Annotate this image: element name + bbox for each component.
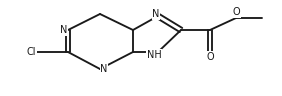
Text: N: N bbox=[60, 25, 68, 35]
Text: O: O bbox=[206, 52, 214, 62]
Text: Cl: Cl bbox=[26, 47, 36, 57]
Text: NH: NH bbox=[147, 50, 161, 60]
Text: N: N bbox=[152, 9, 160, 19]
Text: O: O bbox=[232, 7, 240, 17]
Text: N: N bbox=[100, 64, 108, 74]
